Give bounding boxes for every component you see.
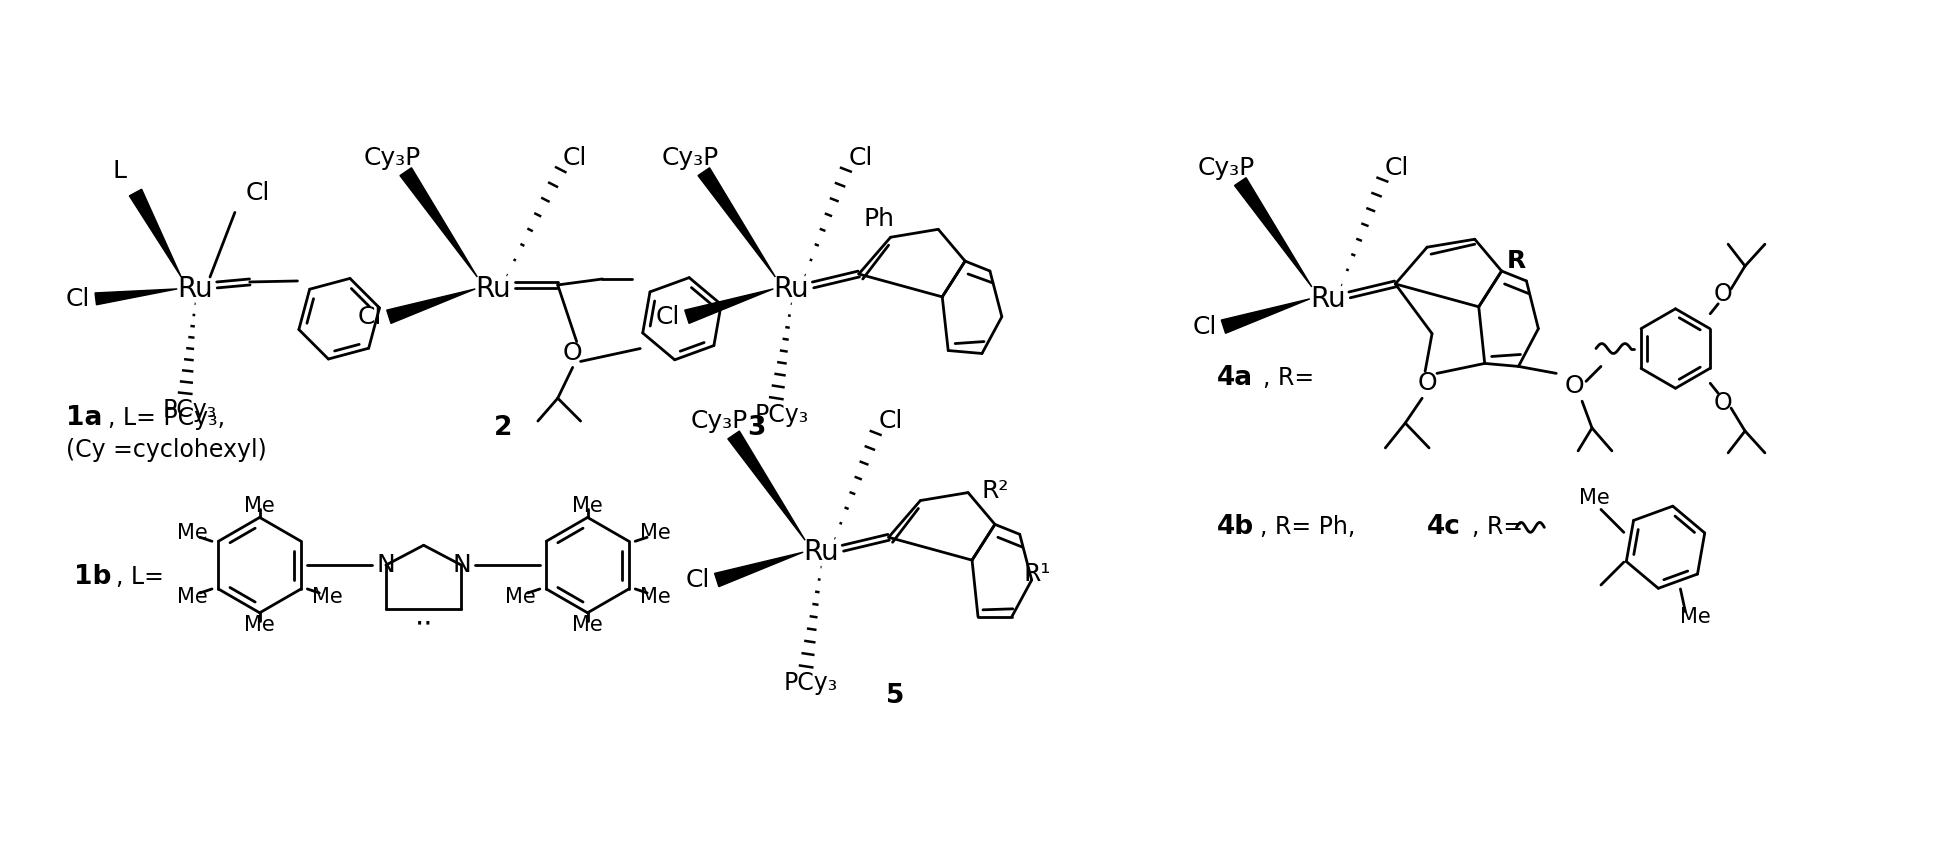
Text: PCy₃: PCy₃ (755, 403, 808, 427)
Text: , R= Ph,: , R= Ph, (1260, 516, 1370, 540)
Polygon shape (727, 431, 806, 541)
Polygon shape (400, 168, 478, 277)
Text: Me: Me (572, 496, 604, 516)
Text: , L= PCy₃,: , L= PCy₃, (108, 406, 225, 430)
Text: PCy₃: PCy₃ (784, 671, 839, 695)
Text: 1b: 1b (74, 564, 112, 590)
Text: Me: Me (312, 587, 343, 607)
Text: R: R (1507, 249, 1527, 273)
Text: Ru: Ru (476, 275, 512, 303)
Text: , R=: , R= (1472, 516, 1523, 540)
Text: O: O (1564, 374, 1584, 398)
Text: Cl: Cl (878, 409, 904, 433)
Text: Me: Me (504, 587, 535, 607)
Text: 3: 3 (747, 415, 766, 441)
Polygon shape (94, 289, 176, 305)
Text: PCy₃: PCy₃ (163, 398, 218, 422)
Text: Cl: Cl (657, 305, 680, 329)
Text: 4b: 4b (1217, 514, 1254, 541)
Text: L: L (112, 159, 127, 183)
Text: Ph: Ph (862, 208, 894, 232)
Polygon shape (684, 289, 774, 323)
Text: 4a: 4a (1217, 366, 1252, 391)
Text: Cl: Cl (563, 146, 586, 170)
Text: O: O (563, 341, 582, 366)
Polygon shape (1235, 178, 1311, 287)
Text: O: O (1713, 391, 1733, 415)
Polygon shape (698, 168, 776, 277)
Polygon shape (715, 553, 804, 587)
Text: 5: 5 (886, 683, 906, 710)
Text: Me: Me (176, 587, 208, 607)
Text: 4c: 4c (1427, 514, 1460, 541)
Text: N: N (453, 553, 470, 577)
Text: Me: Me (639, 587, 670, 607)
Text: Cl: Cl (67, 287, 90, 311)
Text: Ru: Ru (176, 275, 214, 303)
Text: Cy₃P: Cy₃P (661, 146, 719, 170)
Text: (Cy =cyclohexyl): (Cy =cyclohexyl) (67, 438, 267, 462)
Text: Me: Me (639, 523, 670, 543)
Text: Me: Me (245, 496, 274, 516)
Polygon shape (129, 190, 180, 277)
Text: Cl: Cl (1386, 155, 1409, 179)
Text: Cl: Cl (1192, 315, 1217, 339)
Text: R²: R² (982, 479, 1009, 503)
Text: N: N (376, 553, 396, 577)
Text: Me: Me (176, 523, 208, 543)
Polygon shape (386, 289, 474, 323)
Text: Cy₃P: Cy₃P (363, 146, 421, 170)
Polygon shape (1221, 299, 1309, 333)
Text: Me: Me (1680, 607, 1711, 627)
Text: Cl: Cl (686, 568, 710, 592)
Text: Me: Me (572, 614, 604, 635)
Text: Ru: Ru (774, 275, 809, 303)
Text: Ru: Ru (804, 538, 839, 566)
Text: Ru: Ru (1309, 285, 1347, 313)
Text: , R=: , R= (1262, 366, 1315, 390)
Text: 2: 2 (494, 415, 512, 441)
Text: Cl: Cl (849, 146, 872, 170)
Text: , L=: , L= (116, 565, 163, 589)
Text: Cy₃P: Cy₃P (692, 409, 749, 433)
Text: O: O (1713, 282, 1733, 306)
Text: Me: Me (245, 614, 274, 635)
Text: ⋅⋅: ⋅⋅ (414, 611, 433, 638)
Text: O: O (1417, 372, 1437, 396)
Text: 1a: 1a (67, 405, 102, 431)
Text: R¹: R¹ (1023, 562, 1051, 586)
Text: Cy₃P: Cy₃P (1198, 155, 1254, 179)
Text: Me: Me (1578, 487, 1609, 508)
Text: Cl: Cl (245, 180, 270, 204)
Text: Cl: Cl (359, 305, 382, 329)
